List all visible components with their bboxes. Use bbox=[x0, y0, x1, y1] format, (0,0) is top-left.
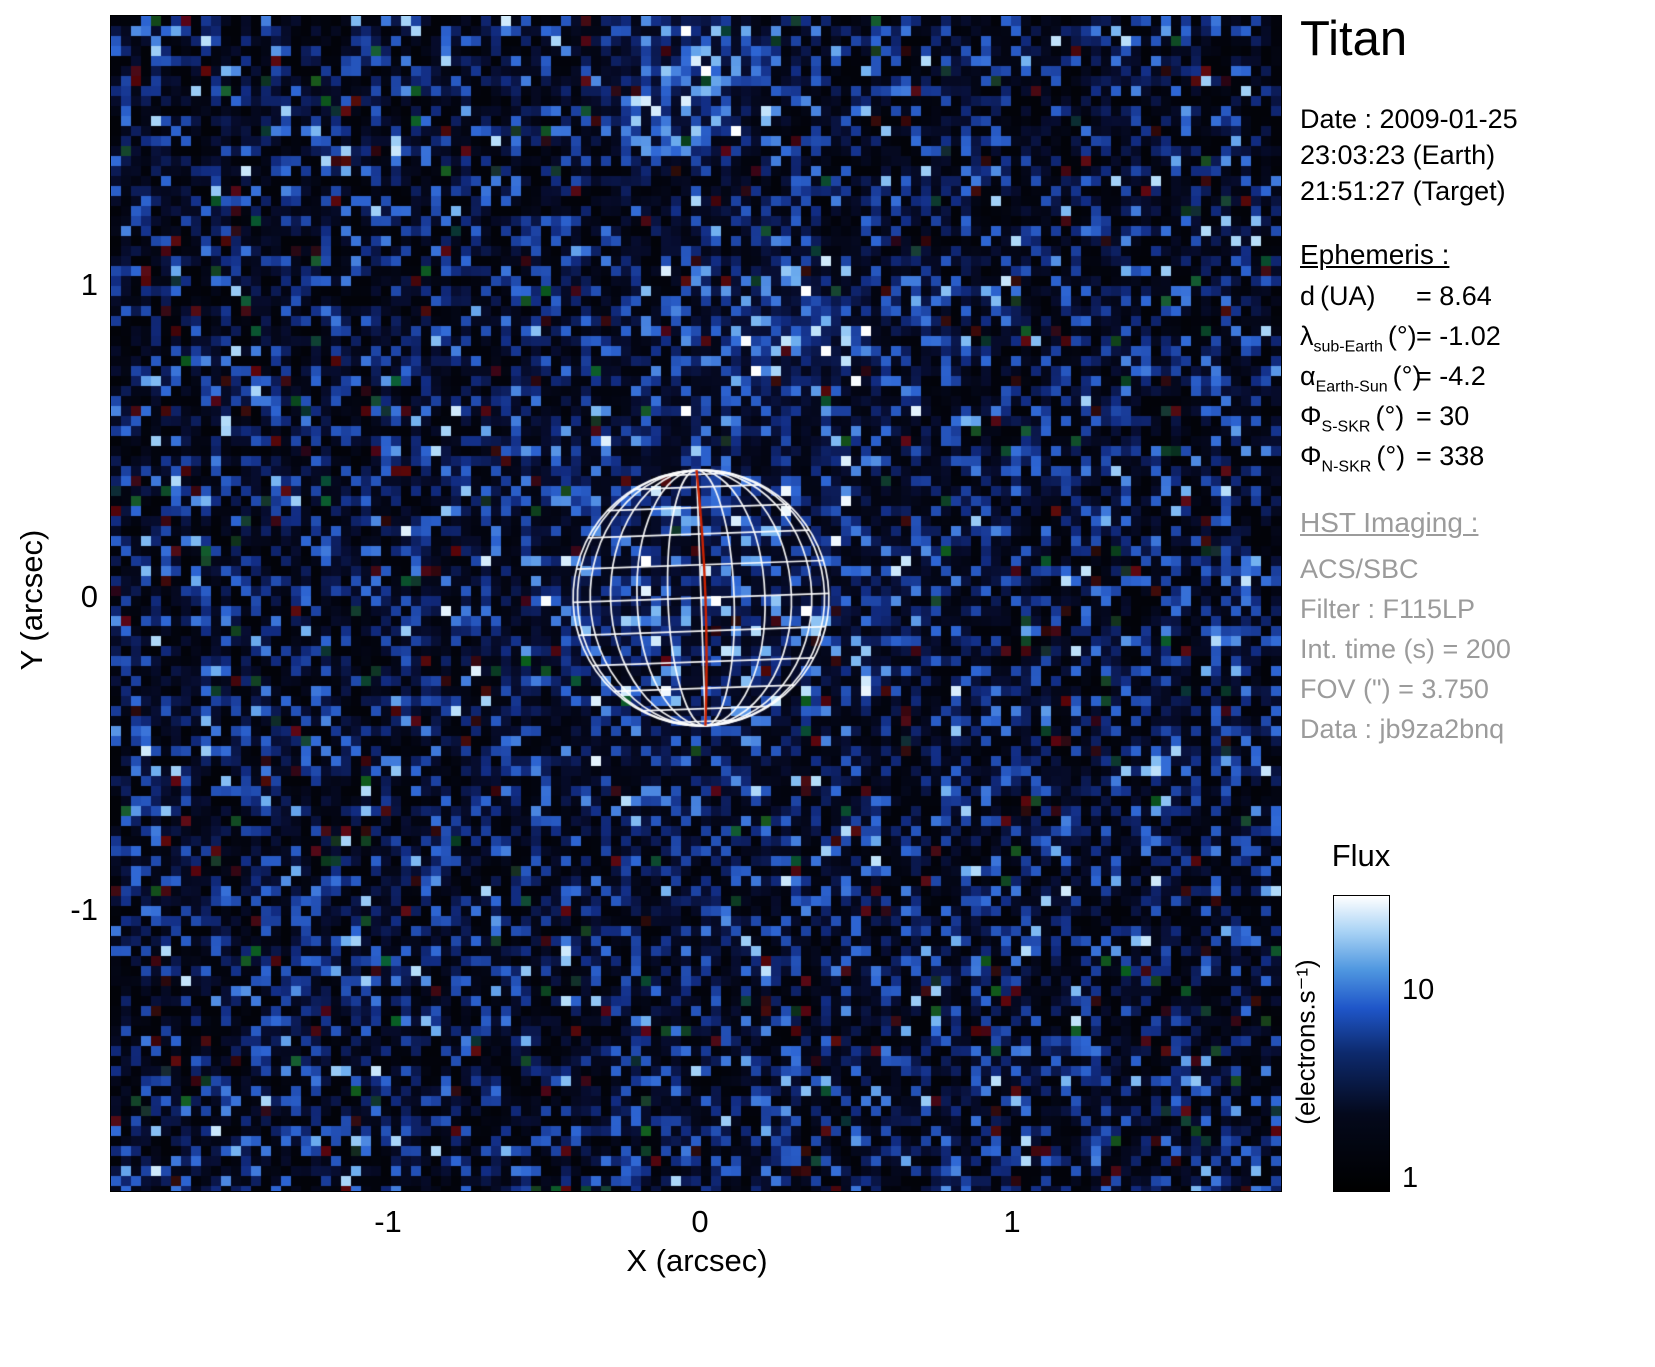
time-earth-line: 23:03:23 (Earth) bbox=[1300, 140, 1496, 171]
observation-date-block: Date : 2009-01-25 23:03:23 (Earth) 21:51… bbox=[1300, 101, 1652, 209]
x-tick-label: -1 bbox=[374, 1204, 402, 1239]
ephemeris-symbol: d bbox=[1300, 281, 1316, 312]
y-tick-label: 1 bbox=[80, 267, 98, 302]
ephemeris-symbol: ΦN-SKR bbox=[1300, 441, 1372, 476]
ephemeris-row-n-skr: ΦN-SKR (°) = 338 bbox=[1300, 441, 1652, 481]
hst-filter-line: Filter : F115LP bbox=[1300, 594, 1476, 625]
ephemeris-unit: (°) bbox=[1375, 401, 1405, 432]
colorbar-tick-label: 10 bbox=[1402, 974, 1435, 1006]
ephemeris-unit: (°) bbox=[1376, 441, 1406, 472]
time-target-line: 21:51:27 (Target) bbox=[1300, 176, 1506, 207]
ephemeris-row-distance: d (UA) = 8.64 bbox=[1300, 281, 1652, 321]
x-tick-label: 1 bbox=[1003, 1204, 1021, 1239]
colorbar-title: Flux bbox=[1331, 838, 1391, 873]
ephemeris-symbol: αEarth-Sun bbox=[1300, 361, 1388, 396]
y-axis-label: Y (arcsec) bbox=[14, 529, 49, 671]
ephemeris-value: = 8.64 bbox=[1416, 281, 1492, 312]
info-sidebar: Titan Date : 2009-01-25 23:03:23 (Earth)… bbox=[1300, 12, 1652, 749]
hst-imaging-block: HST Imaging : ACS/SBC Filter : F115LP In… bbox=[1300, 507, 1652, 749]
colorbar-tick-label: 1 bbox=[1402, 1162, 1419, 1194]
ephemeris-unit: (°) bbox=[1392, 361, 1422, 392]
ephemeris-value: = -1.02 bbox=[1416, 321, 1501, 352]
y-tick-label: -1 bbox=[70, 892, 98, 927]
ephemeris-symbol: ΦS-SKR bbox=[1300, 401, 1371, 436]
ephemeris-unit: (UA) bbox=[1320, 281, 1376, 312]
hst-int-time-line: Int. time (s) = 200 bbox=[1300, 634, 1511, 665]
x-axis-label: X (arcsec) bbox=[626, 1243, 768, 1278]
x-tick-label: 0 bbox=[691, 1204, 709, 1239]
flux-colorbar bbox=[1333, 895, 1390, 1192]
sky-image-canvas bbox=[110, 15, 1282, 1192]
hst-instrument-line: ACS/SBC bbox=[1300, 554, 1419, 585]
y-tick-label: 0 bbox=[80, 579, 98, 614]
hst-imaging-heading: HST Imaging : bbox=[1300, 507, 1479, 539]
ephemeris-symbol: λsub-Earth bbox=[1300, 321, 1383, 356]
hst-data-id-line: Data : jb9za2bnq bbox=[1300, 714, 1505, 745]
ephemeris-row-s-skr: ΦS-SKR (°) = 30 bbox=[1300, 401, 1652, 441]
colorbar-units-label: (electrons.s⁻¹) bbox=[1290, 959, 1321, 1125]
ephemeris-value: = 338 bbox=[1416, 441, 1485, 472]
ephemeris-value: = 30 bbox=[1416, 401, 1470, 432]
date-line: Date : 2009-01-25 bbox=[1300, 104, 1518, 135]
ephemeris-row-sub-earth-lat: λsub-Earth (°) = -1.02 bbox=[1300, 321, 1652, 361]
page-title: Titan bbox=[1300, 12, 1408, 66]
hst-fov-line: FOV (") = 3.750 bbox=[1300, 674, 1489, 705]
ephemeris-heading: Ephemeris : bbox=[1300, 239, 1450, 271]
ephemeris-unit: (°) bbox=[1387, 321, 1417, 352]
ephemeris-value: = -4.2 bbox=[1416, 361, 1486, 392]
ephemeris-row-phase-angle: αEarth-Sun (°) = -4.2 bbox=[1300, 361, 1652, 401]
